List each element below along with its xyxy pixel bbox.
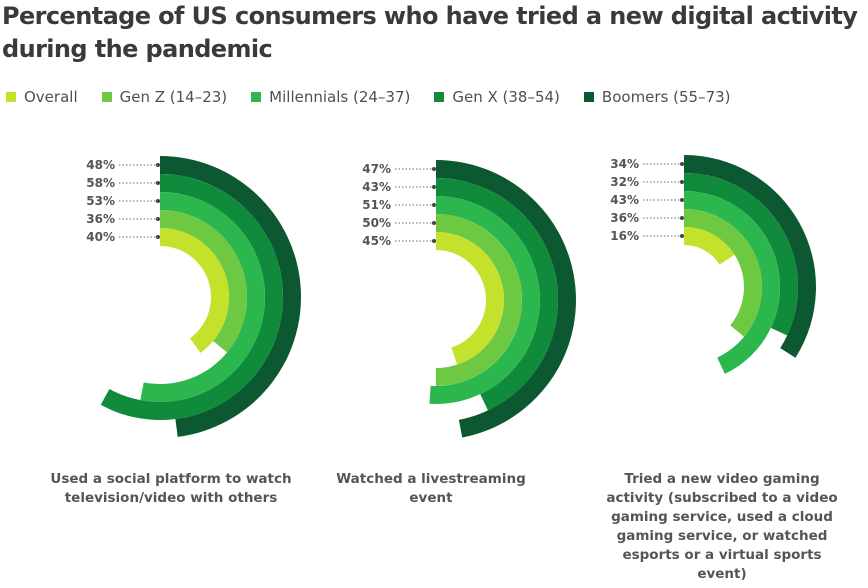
value-label-livestreaming-gen-z: 50% xyxy=(362,216,391,230)
leader-dot-livestreaming-millennials xyxy=(432,203,436,207)
arc-livestreaming-overall xyxy=(436,232,504,365)
leader-dot-video-gaming-overall xyxy=(680,234,684,238)
caption-video-gaming: Tried a new video gaming activity (subsc… xyxy=(606,471,838,582)
value-label-livestreaming-boomers: 47% xyxy=(362,162,391,176)
leader-dot-social-platform-boomers xyxy=(156,163,160,167)
value-label-social-platform-gen-z: 36% xyxy=(86,212,115,226)
legend-label-overall: Overall xyxy=(24,88,78,106)
value-label-livestreaming-overall: 45% xyxy=(362,234,391,248)
value-label-video-gaming-gen-x: 32% xyxy=(610,175,639,189)
leader-dot-social-platform-gen-z xyxy=(156,217,160,221)
arc-video-gaming-gen-z xyxy=(684,209,762,337)
arc-social-platform-millennials xyxy=(140,192,265,402)
legend-swatch-gen-x xyxy=(434,92,445,102)
legend-item-gen-x: Gen X (38–54) xyxy=(434,88,560,106)
arc-social-platform-overall xyxy=(160,228,230,353)
leader-dot-livestreaming-gen-z xyxy=(432,221,436,225)
arc-livestreaming-boomers xyxy=(436,160,576,438)
arc-video-gaming-gen-x xyxy=(684,173,798,336)
leader-dot-livestreaming-gen-x xyxy=(432,185,436,189)
legend-swatch-boomers xyxy=(583,92,594,102)
legend-item-boomers: Boomers (55–73) xyxy=(583,88,731,106)
arc-livestreaming-gen-x xyxy=(436,178,558,411)
leader-dot-livestreaming-boomers xyxy=(432,167,436,171)
legend-label-millennials: Millennials (24–37) xyxy=(269,88,411,106)
legend-swatch-gen-z xyxy=(101,92,112,102)
legend-item-gen-z: Gen Z (14–23) xyxy=(101,88,228,106)
chart-livestreaming: 47% 43% 51% 50% 45% xyxy=(362,160,576,438)
legend: Overall Gen Z (14–23) Millennials (24–37… xyxy=(6,86,755,108)
leader-dot-social-platform-overall xyxy=(156,235,160,239)
chart-social-platform: 48% 58% 53% 36% 40% xyxy=(86,156,302,437)
value-label-video-gaming-gen-z: 36% xyxy=(610,211,639,225)
value-label-social-platform-overall: 40% xyxy=(86,230,115,244)
caption-social-platform: Used a social platform to watch televisi… xyxy=(50,471,292,506)
value-label-video-gaming-millennials: 43% xyxy=(610,193,639,207)
legend-label-gen-z: Gen Z (14–23) xyxy=(119,88,228,106)
chart-title: Percentage of US consumers who have trie… xyxy=(2,2,858,63)
leader-dot-social-platform-gen-x xyxy=(156,181,160,185)
value-label-livestreaming-millennials: 51% xyxy=(362,198,391,212)
value-label-social-platform-boomers: 48% xyxy=(86,158,115,172)
leader-dot-video-gaming-gen-z xyxy=(680,216,684,220)
value-label-livestreaming-gen-x: 43% xyxy=(362,180,391,194)
arc-social-platform-boomers xyxy=(160,156,302,437)
arc-livestreaming-gen-z xyxy=(436,214,522,386)
arc-video-gaming-millennials xyxy=(684,191,780,374)
leader-dot-social-platform-millennials xyxy=(156,199,160,203)
value-label-video-gaming-boomers: 34% xyxy=(610,157,639,171)
value-label-video-gaming-overall: 16% xyxy=(610,229,639,243)
legend-swatch-overall xyxy=(6,92,16,102)
arc-video-gaming-overall xyxy=(684,227,735,265)
arc-livestreaming-millennials xyxy=(429,196,540,404)
legend-item-millennials: Millennials (24–37) xyxy=(251,88,410,106)
legend-label-boomers: Boomers (55–73) xyxy=(601,88,731,106)
chart-video-gaming: 34% 32% 43% 36% 16% xyxy=(610,155,816,374)
value-label-social-platform-gen-x: 58% xyxy=(86,176,115,190)
arc-social-platform-gen-x xyxy=(100,174,284,421)
leader-dot-video-gaming-boomers xyxy=(680,162,684,166)
legend-item-overall: Overall xyxy=(6,88,78,106)
legend-swatch-millennials xyxy=(251,92,262,102)
legend-label-gen-x: Gen X (38–54) xyxy=(452,88,560,106)
leader-dot-video-gaming-gen-x xyxy=(680,180,684,184)
value-label-social-platform-millennials: 53% xyxy=(86,194,115,208)
arc-video-gaming-boomers xyxy=(684,155,816,358)
leader-dot-livestreaming-overall xyxy=(432,239,436,243)
leader-dot-video-gaming-millennials xyxy=(680,198,684,202)
arc-social-platform-gen-z xyxy=(160,210,247,353)
caption-livestreaming: Watched a livestreaming event xyxy=(336,471,526,506)
